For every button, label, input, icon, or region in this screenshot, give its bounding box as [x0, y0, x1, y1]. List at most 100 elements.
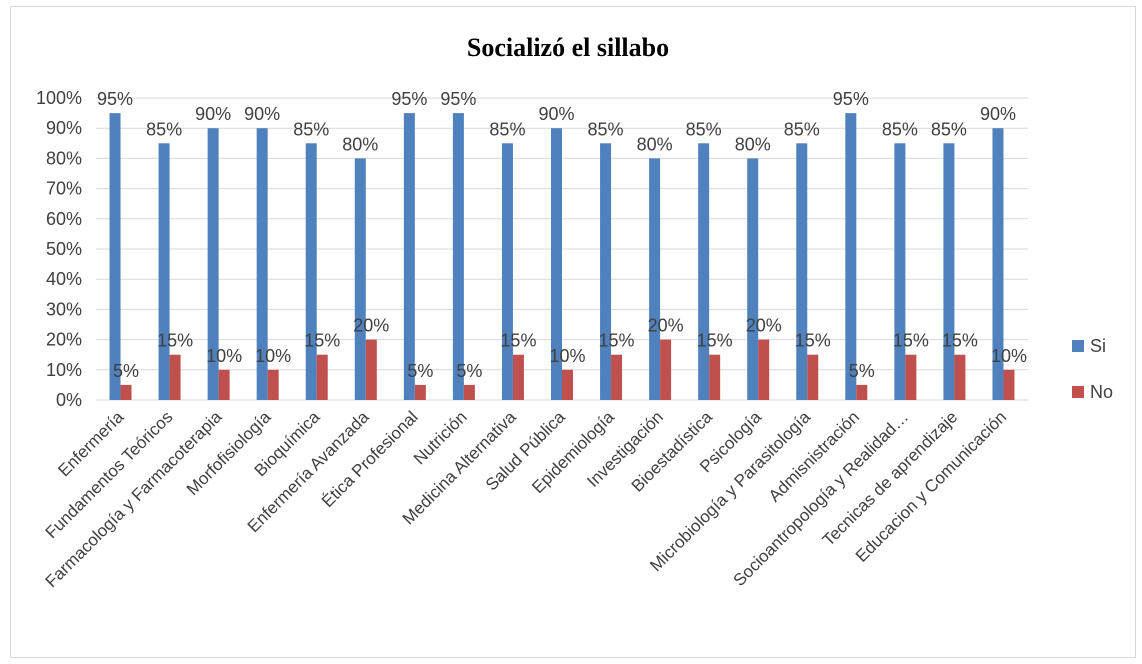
- data-label-no: 15%: [942, 331, 978, 351]
- data-label-si: 80%: [735, 134, 771, 154]
- y-tick-label: 20%: [46, 330, 82, 350]
- chart-title: Socializó el sillabo: [467, 33, 669, 62]
- bar-no: [1003, 369, 1015, 400]
- data-label-no: 15%: [599, 331, 635, 351]
- data-label-no: 15%: [893, 331, 929, 351]
- bar-si: [256, 128, 268, 400]
- data-label-no: 15%: [795, 331, 831, 351]
- bar-no: [512, 354, 524, 400]
- category-label: Farmacología y Farmacoterapia: [42, 407, 226, 591]
- data-label-si: 90%: [538, 104, 574, 124]
- data-label-si: 85%: [146, 119, 182, 139]
- data-label-no: 10%: [549, 346, 585, 366]
- bar-si: [845, 113, 857, 400]
- legend-label-no: No: [1090, 382, 1113, 402]
- bar-si: [551, 128, 562, 400]
- bar-no: [611, 354, 623, 400]
- bar-no: [365, 339, 377, 400]
- bar-no: [463, 384, 475, 400]
- data-labels: 95% 5% 85% 15% 90% 10% 90% 10% 85% 15% 80% 20% 95% 5%…: [97, 89, 1027, 381]
- data-label-no: 15%: [157, 331, 193, 351]
- y-tick-label: 30%: [46, 299, 82, 319]
- bar-si: [600, 143, 612, 401]
- bar-no: [120, 384, 132, 400]
- data-label-no: 10%: [206, 346, 242, 366]
- legend-swatch-si: [1072, 340, 1084, 352]
- bar-si: [109, 113, 121, 400]
- bar-no: [905, 354, 917, 400]
- data-label-si: 80%: [637, 134, 673, 154]
- data-label-no: 5%: [113, 361, 139, 381]
- bar-si: [894, 143, 906, 401]
- bar-si: [698, 143, 710, 401]
- y-tick-label: 60%: [46, 209, 82, 229]
- bar-no: [316, 354, 328, 400]
- data-label-si: 95%: [440, 89, 476, 109]
- bar-si: [403, 113, 415, 400]
- data-label-no: 20%: [353, 316, 389, 336]
- bar-si: [747, 158, 759, 400]
- bar-si: [158, 143, 170, 401]
- bar-no: [758, 339, 770, 400]
- bar-si: [452, 113, 464, 400]
- legend: Si No: [1072, 336, 1113, 402]
- data-label-si: 85%: [588, 119, 624, 139]
- y-tick-label: 10%: [46, 360, 82, 380]
- data-label-si: 85%: [686, 119, 722, 139]
- data-label-si: 90%: [195, 104, 231, 124]
- bar-no: [169, 354, 181, 400]
- data-label-si: 85%: [882, 119, 918, 139]
- data-label-no: 15%: [304, 331, 340, 351]
- y-tick-label: 40%: [46, 269, 82, 289]
- bar-si: [992, 128, 1004, 400]
- data-label-si: 85%: [784, 119, 820, 139]
- data-label-no: 15%: [697, 331, 733, 351]
- data-label-si: 85%: [931, 119, 967, 139]
- data-label-si: 80%: [342, 134, 378, 154]
- legend-swatch-no: [1072, 386, 1084, 398]
- data-label-no: 10%: [991, 346, 1027, 366]
- bar-no: [414, 384, 426, 400]
- bar-si: [501, 143, 513, 401]
- data-label-si: 95%: [833, 89, 869, 109]
- bar-si: [354, 158, 366, 400]
- bar-no: [562, 369, 573, 400]
- data-label-si: 90%: [244, 104, 280, 124]
- y-tick-label: 50%: [46, 239, 82, 259]
- bar-no: [218, 369, 230, 400]
- data-label-no: 5%: [456, 361, 482, 381]
- bar-si: [649, 158, 661, 400]
- data-label-si: 95%: [391, 89, 427, 109]
- data-label-no: 15%: [500, 331, 536, 351]
- bar-no: [954, 354, 966, 400]
- data-label-no: 5%: [407, 361, 433, 381]
- y-axis-ticks: 0% 10% 20% 30% 40% 50% 60% 70% 80% 90% 100%: [36, 88, 82, 410]
- data-label-no: 20%: [648, 316, 684, 336]
- y-tick-label: 100%: [36, 88, 82, 108]
- bar-no: [660, 339, 672, 400]
- bar-no: [709, 354, 721, 400]
- data-label-no: 20%: [746, 316, 782, 336]
- data-label-si: 95%: [97, 89, 133, 109]
- y-tick-label: 80%: [46, 148, 82, 168]
- data-label-si: 90%: [980, 104, 1016, 124]
- data-label-si: 85%: [293, 119, 329, 139]
- y-tick-label: 70%: [46, 179, 82, 199]
- bar-si: [207, 128, 219, 400]
- data-label-no: 10%: [255, 346, 291, 366]
- bar-si: [943, 143, 955, 401]
- bar-no: [267, 369, 279, 400]
- legend-label-si: Si: [1090, 336, 1106, 356]
- y-tick-label: 0%: [56, 390, 82, 410]
- category-label: Morfofisiología: [183, 407, 275, 499]
- bar-no: [807, 354, 819, 400]
- data-label-no: 5%: [849, 361, 875, 381]
- bars: [109, 113, 1015, 401]
- y-tick-label: 90%: [46, 118, 82, 138]
- data-label-si: 85%: [489, 119, 525, 139]
- bar-si: [305, 143, 317, 401]
- bar-si: [796, 143, 808, 401]
- bar-no: [856, 384, 868, 400]
